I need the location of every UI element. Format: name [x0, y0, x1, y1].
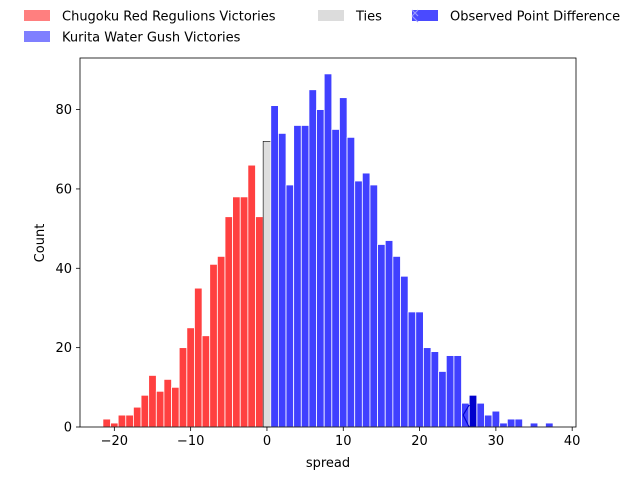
histogram-bar	[514, 418, 523, 428]
y-tick-label: 60	[55, 182, 72, 197]
legend-entry-observed-swatch	[412, 10, 438, 21]
y-axis: 0 20 40 60 80	[55, 103, 80, 436]
y-tick-label: 0	[64, 421, 72, 436]
observed-point-hatch	[462, 404, 470, 428]
x-tick-label: 20	[411, 434, 428, 449]
histogram-bar	[316, 109, 325, 428]
histogram-bar	[407, 311, 417, 428]
x-tick-label: 40	[564, 434, 581, 449]
histogram-bar	[186, 327, 195, 428]
histogram-bar	[201, 335, 211, 428]
histogram-bar	[155, 390, 165, 428]
histogram-bar	[354, 180, 363, 428]
histogram-bar	[102, 418, 111, 428]
histogram-bar	[430, 351, 440, 428]
legend-entry-ties-swatch	[318, 10, 344, 21]
histogram-bar	[422, 347, 432, 428]
histogram-bar	[415, 311, 424, 428]
histogram-bar	[194, 287, 203, 428]
y-axis-label: Count	[33, 224, 48, 263]
legend-entry-blue-label: Kurita Water Gush Victories	[62, 31, 241, 46]
histogram-bar	[529, 422, 539, 428]
histogram-bar	[163, 378, 172, 428]
histogram-bar	[346, 136, 356, 428]
histogram-bar	[323, 73, 333, 428]
observed-point-bar	[468, 394, 478, 428]
histogram-bar	[239, 196, 249, 428]
histogram-bar	[262, 141, 272, 428]
histogram-bar	[384, 240, 394, 428]
histogram-bar	[545, 422, 554, 428]
histogram-bar	[110, 422, 119, 428]
x-tick-label: 0	[263, 434, 271, 449]
x-axis-label: spread	[306, 456, 350, 471]
x-tick-label: −20	[101, 434, 128, 449]
histogram-bar	[331, 129, 340, 428]
histogram-bar	[140, 394, 150, 428]
histogram-bar	[308, 89, 317, 428]
histogram-bar	[476, 402, 485, 428]
y-tick-label: 40	[55, 262, 72, 277]
histogram-bar	[117, 414, 127, 428]
histogram-bar	[400, 275, 409, 428]
legend-entry-red-label: Chugoku Red Regulions Victories	[62, 10, 276, 25]
legend-entry-red-swatch	[24, 10, 50, 21]
legend-observed-hatch	[411, 9, 419, 23]
histogram-bar	[224, 216, 234, 428]
histogram-bar	[377, 244, 386, 428]
histogram-bar	[216, 255, 226, 428]
histogram-bar	[232, 196, 241, 428]
histogram-bar	[178, 347, 188, 428]
histogram-bar	[255, 216, 264, 428]
histogram-bar	[361, 172, 371, 428]
legend-entry-blue-swatch	[24, 31, 50, 42]
histogram-bar	[453, 355, 462, 428]
histogram-bar	[247, 164, 256, 428]
histogram-bar	[445, 355, 455, 428]
histogram-bar	[125, 414, 134, 428]
plot-area-frame	[79, 57, 577, 428]
histogram-bar	[438, 371, 447, 428]
y-tick-label: 20	[55, 341, 72, 356]
histogram-bar	[209, 263, 218, 428]
histogram-bar	[270, 105, 279, 428]
histogram-bar	[293, 125, 302, 428]
histogram-bar	[499, 422, 508, 428]
bars-group	[102, 73, 554, 428]
x-tick-label: 30	[488, 434, 505, 449]
histogram-bar	[133, 406, 142, 428]
histogram-bar	[277, 132, 287, 428]
x-tick-label: −10	[177, 434, 204, 449]
histogram-bar	[148, 375, 157, 428]
legend-entry-observed-label: Observed Point Difference	[450, 10, 620, 25]
legend: Chugoku Red Regulions Victories Kurita Wa…	[24, 10, 620, 46]
histogram-bar	[300, 125, 310, 428]
histogram-bar	[285, 184, 295, 428]
x-axis: −20 −10 0 10 20 30 40	[101, 427, 581, 449]
histogram-bar	[171, 386, 180, 428]
histogram-bar	[491, 410, 501, 428]
histogram-bar	[506, 418, 516, 428]
histogram-bar	[484, 414, 493, 428]
legend-entry-ties-label: Ties	[355, 10, 382, 25]
histogram-bar	[369, 184, 379, 428]
y-tick-label: 80	[55, 103, 72, 118]
histogram-bar	[339, 97, 348, 428]
x-tick-label: 10	[335, 434, 352, 449]
histogram-bar	[392, 255, 401, 428]
